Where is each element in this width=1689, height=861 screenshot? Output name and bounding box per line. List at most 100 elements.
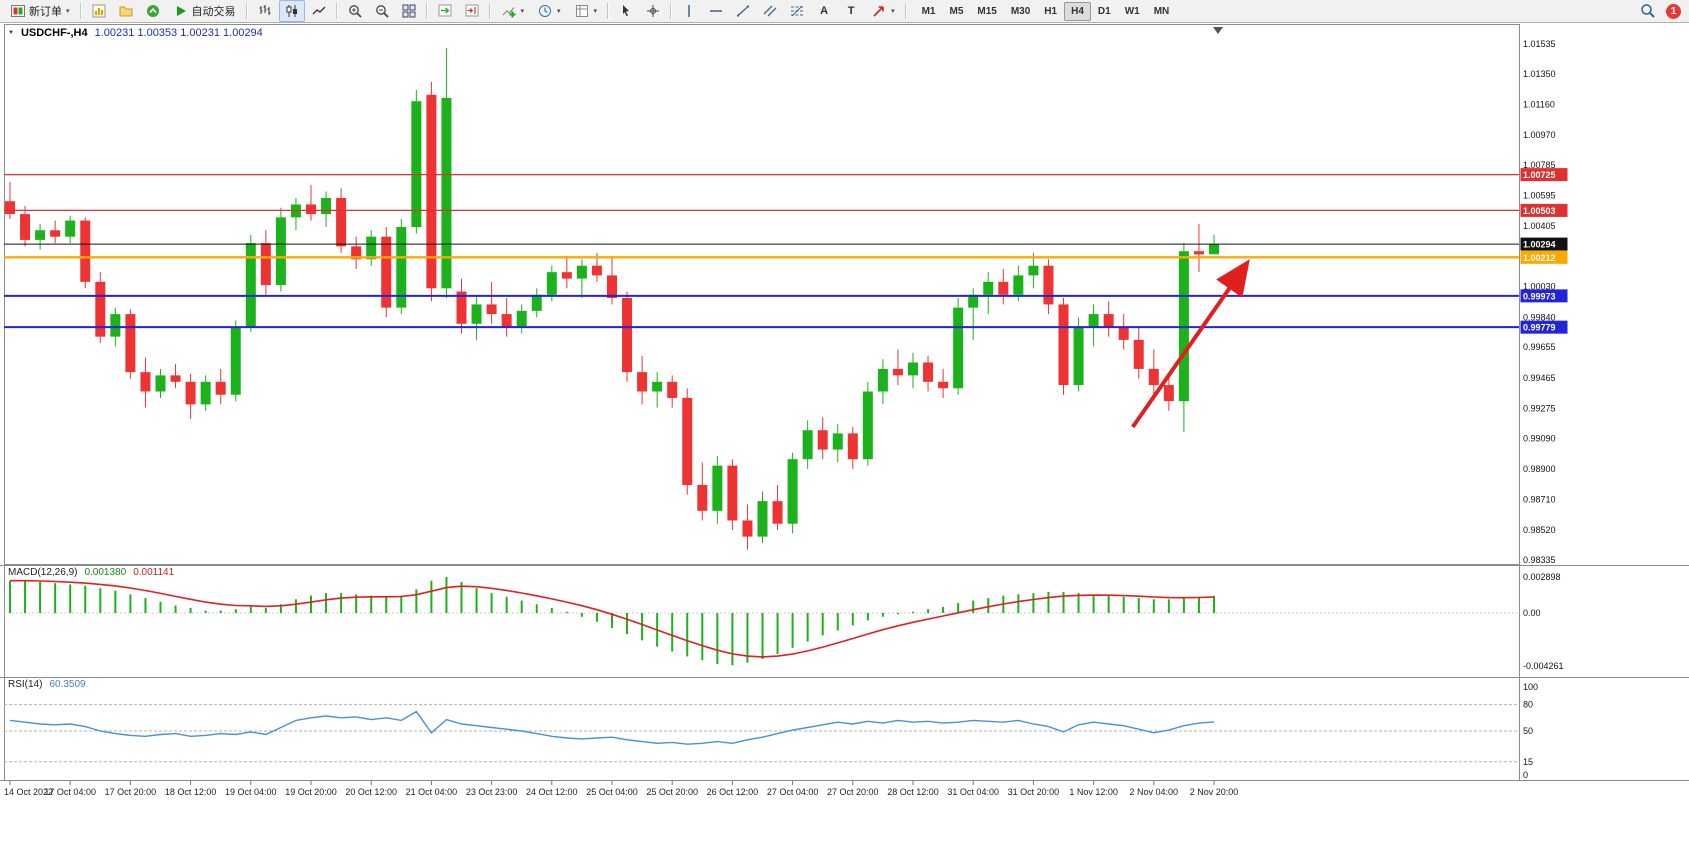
price-tag — [1520, 289, 1568, 303]
periods-button[interactable]: ▾ — [531, 0, 567, 22]
new-chart-icon — [92, 4, 106, 18]
trendline-tool-button[interactable] — [730, 0, 756, 22]
chevron-down-icon: ▾ — [557, 8, 561, 15]
timeframe-M1[interactable]: M1 — [921, 5, 936, 17]
channel-tool-button[interactable] — [757, 0, 783, 22]
cursor-tool-button[interactable] — [613, 0, 639, 22]
timeframe-M30[interactable]: M30 — [1010, 5, 1031, 17]
svg-text:0.99840: 0.99840 — [1523, 312, 1556, 322]
fibonacci-tool-button[interactable] — [784, 0, 810, 22]
templates-button[interactable]: ▾ — [568, 0, 604, 22]
chart-ohlc-values: 1.00231 1.00353 1.00231 1.00294 — [94, 27, 263, 39]
rsi-name: RSI(14) — [8, 679, 43, 690]
auto-scroll-button[interactable] — [432, 0, 458, 22]
timeframe-W1[interactable]: W1 — [1124, 5, 1140, 17]
auto-trading-label: 自动交易 — [191, 6, 236, 18]
svg-text:19 Oct 20:00: 19 Oct 20:00 — [285, 787, 337, 797]
svg-text:1.00212: 1.00212 — [1523, 253, 1556, 263]
svg-text:50: 50 — [1523, 726, 1533, 736]
zoom-in-button[interactable] — [342, 0, 368, 22]
text-label-tool-button[interactable]: T — [838, 0, 864, 22]
price-chart-canvas[interactable]: 1.01535 1.01350 1.01160 1.00970 1.00785 1.005… — [0, 23, 1689, 565]
timeframe-H1[interactable]: H1 — [1044, 5, 1058, 17]
vertical-line-tool-button[interactable] — [676, 0, 702, 22]
arrows-tool-button[interactable]: ▾ — [865, 0, 901, 22]
chart-window[interactable]: 1.01535 1.01350 1.01160 1.00970 1.00785 1.005… — [0, 23, 1689, 861]
new-order-button[interactable]: 新订单 ▾ — [4, 0, 76, 22]
timeframe-MN[interactable]: MN — [1153, 5, 1170, 17]
svg-text:1.00405: 1.00405 — [1523, 221, 1556, 231]
svg-text:15: 15 — [1523, 757, 1533, 767]
market-watch-button[interactable] — [140, 0, 166, 22]
toolbar-separator — [607, 3, 610, 19]
text-tool-button[interactable]: A — [811, 0, 837, 22]
crosshair-tool-button[interactable] — [640, 0, 666, 22]
trend-arrow[interactable] — [1131, 259, 1250, 429]
cursor-icon — [623, 5, 630, 17]
price-tag — [1520, 203, 1568, 217]
svg-text:100: 100 — [1523, 682, 1538, 692]
candlesticks — [5, 48, 1219, 550]
svg-text:0.98710: 0.98710 — [1523, 495, 1556, 505]
horizontal-line-icon — [710, 10, 723, 12]
timeframe-M5[interactable]: M5 — [949, 5, 964, 17]
line-chart-button[interactable] — [306, 0, 332, 22]
fibonacci-icon — [791, 5, 804, 17]
macd-panel[interactable]: 0.002898 0.00 -0.004261 — [0, 565, 1689, 677]
toolbar-separator — [904, 3, 907, 19]
tile-windows-icon — [402, 4, 416, 18]
indicators-button[interactable]: ▾ — [495, 0, 531, 22]
new-chart-button[interactable] — [86, 0, 112, 22]
chart-shift-button[interactable] — [459, 0, 485, 22]
svg-text:0: 0 — [1523, 770, 1528, 780]
svg-text:25 Oct 20:00: 25 Oct 20:00 — [646, 787, 698, 797]
play-icon — [176, 6, 186, 16]
svg-text:31 Oct 20:00: 31 Oct 20:00 — [1008, 787, 1060, 797]
trendline-icon — [737, 5, 750, 17]
search-button[interactable] — [1635, 0, 1661, 22]
timeframe-H4[interactable]: H4 — [1064, 1, 1091, 21]
svg-text:25 Oct 04:00: 25 Oct 04:00 — [586, 787, 638, 797]
timeframe-M15[interactable]: M15 — [977, 5, 997, 17]
toolbar-separator — [245, 3, 248, 19]
chevron-down-icon: ▾ — [66, 8, 70, 15]
svg-text:1.00030: 1.00030 — [1523, 282, 1556, 292]
svg-text:-0.004261: -0.004261 — [1523, 661, 1564, 671]
zoom-out-button[interactable] — [369, 0, 395, 22]
svg-text:1.01160: 1.01160 — [1523, 99, 1555, 109]
svg-text:18 Oct 12:00: 18 Oct 12:00 — [165, 787, 217, 797]
channel-icon — [763, 5, 777, 17]
horizontal-line-tool-button[interactable] — [703, 0, 729, 22]
candlestick-chart-button[interactable] — [278, 0, 305, 22]
text-icon: A — [820, 5, 829, 17]
profiles-button[interactable] — [113, 0, 139, 22]
notification-badge[interactable]: 1 — [1666, 3, 1681, 19]
auto-trading-button[interactable]: 自动交易 — [167, 0, 242, 22]
template-icon — [575, 5, 588, 17]
rsi-value: 60.3509 — [49, 679, 86, 690]
svg-text:1 Nov 12:00: 1 Nov 12:00 — [1069, 787, 1118, 797]
ohlc-toggle-icon[interactable]: ▼ — [8, 30, 14, 36]
toolbar-separator — [425, 3, 428, 19]
bar-chart-button[interactable] — [252, 0, 278, 22]
timeframe-D1[interactable]: D1 — [1097, 5, 1111, 17]
svg-text:2 Nov 20:00: 2 Nov 20:00 — [1190, 787, 1239, 797]
svg-text:1.00503: 1.00503 — [1523, 206, 1556, 216]
tile-windows-button[interactable] — [396, 0, 422, 22]
macd-signal-value: 0.001141 — [133, 567, 175, 578]
chart-shift-marker[interactable] — [1213, 27, 1223, 34]
rsi-label: RSI(14) 60.3509 — [8, 679, 86, 690]
svg-text:0.98900: 0.98900 — [1523, 464, 1556, 474]
svg-text:0.98335: 0.98335 — [1523, 555, 1556, 565]
toolbar-separator — [670, 3, 673, 19]
svg-text:1.00970: 1.00970 — [1523, 130, 1556, 140]
svg-text:0.99090: 0.99090 — [1523, 433, 1556, 443]
rsi-panel[interactable]: 100 80 50 15 0 — [0, 677, 1689, 780]
svg-text:26 Oct 12:00: 26 Oct 12:00 — [707, 787, 759, 797]
add-indicator-icon — [502, 7, 516, 18]
macd-signal-line — [10, 579, 1215, 658]
svg-text:0.99779: 0.99779 — [1523, 323, 1556, 333]
chevron-down-icon: ▾ — [520, 8, 525, 15]
